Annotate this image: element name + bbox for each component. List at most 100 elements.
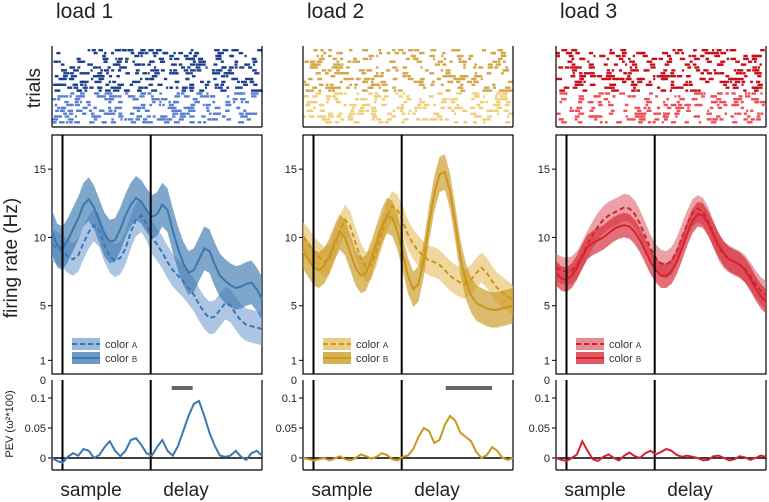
spike-tick <box>757 69 760 72</box>
spike-tick <box>497 112 500 115</box>
spike-tick <box>629 60 635 63</box>
spike-tick <box>392 86 396 89</box>
spike-tick <box>353 112 356 115</box>
spike-tick <box>62 69 65 72</box>
spike-tick <box>127 118 134 121</box>
spike-tick <box>396 106 401 110</box>
spike-tick <box>99 75 105 78</box>
rate-tick-label: 1 <box>291 355 297 367</box>
spike-tick <box>231 49 236 52</box>
spike-tick <box>571 57 575 61</box>
spike-tick <box>698 121 702 124</box>
spike-tick <box>101 121 107 124</box>
spike-tick <box>368 92 372 95</box>
spike-tick <box>334 63 340 66</box>
spike-tick <box>431 118 437 121</box>
spike-tick <box>214 106 221 110</box>
spike-tick <box>231 77 235 81</box>
spike-tick <box>96 75 101 78</box>
spike-tick <box>583 72 590 75</box>
spike-tick <box>151 98 155 101</box>
spike-tick <box>460 89 466 92</box>
spike-tick <box>252 60 256 63</box>
rate-tick-label: 5 <box>544 301 550 313</box>
spike-tick <box>711 95 716 98</box>
spike-tick <box>710 121 717 124</box>
spike-tick <box>158 118 165 121</box>
spike-tick <box>623 109 628 112</box>
spike-tick <box>444 118 449 121</box>
spike-tick <box>505 121 511 124</box>
spike-tick <box>406 98 412 101</box>
spike-tick <box>636 89 640 92</box>
spike-tick <box>637 109 642 112</box>
spike-tick <box>417 103 422 107</box>
spike-tick <box>343 77 350 81</box>
spike-tick <box>447 75 450 78</box>
spike-tick <box>75 95 82 98</box>
spike-tick <box>239 92 246 95</box>
spike-tick <box>738 95 743 98</box>
spike-tick <box>579 57 585 61</box>
spike-tick <box>159 92 163 95</box>
spike-tick <box>634 112 639 115</box>
spike-tick <box>363 77 370 81</box>
spike-tick <box>589 109 594 112</box>
rate-tick-label: 15 <box>34 164 46 176</box>
spike-tick <box>695 69 701 72</box>
spike-tick <box>251 95 257 98</box>
spike-tick <box>431 80 435 84</box>
spike-tick <box>723 103 728 107</box>
pev-row-label: PEV (ω²*100) <box>4 390 16 457</box>
spike-tick <box>234 66 238 69</box>
spike-tick <box>474 72 478 75</box>
spike-tick <box>449 75 455 78</box>
spike-tick <box>239 86 243 89</box>
spike-tick <box>325 95 329 98</box>
spike-tick <box>181 112 184 115</box>
spike-tick <box>147 72 150 75</box>
spike-tick <box>691 54 697 58</box>
spike-tick <box>368 54 375 58</box>
spike-tick <box>712 118 718 121</box>
spike-tick <box>578 100 583 104</box>
spike-tick <box>644 69 650 72</box>
spike-tick <box>685 80 688 84</box>
spike-tick <box>74 100 79 104</box>
pev-trace <box>555 438 767 463</box>
spike-tick <box>429 72 435 75</box>
spike-tick <box>741 80 745 84</box>
spike-tick <box>197 57 204 61</box>
spike-tick <box>504 103 510 107</box>
spike-tick <box>374 92 379 95</box>
spike-tick <box>198 60 204 63</box>
spike-tick <box>419 100 425 104</box>
spike-tick <box>212 100 216 104</box>
spike-tick <box>662 115 665 118</box>
spike-tick <box>55 109 58 112</box>
spike-tick <box>176 92 181 95</box>
spike-tick <box>651 57 658 61</box>
spike-tick <box>328 112 333 115</box>
spike-tick <box>392 77 396 81</box>
spike-tick <box>447 106 452 110</box>
spike-tick <box>695 92 699 95</box>
spike-tick <box>173 121 180 124</box>
spike-tick <box>320 54 324 58</box>
rate-tick-label: 15 <box>285 164 297 176</box>
spike-tick <box>458 60 463 63</box>
band-color-a <box>303 191 513 316</box>
spike-tick <box>226 95 230 98</box>
spike-tick <box>58 77 63 81</box>
spike-tick <box>619 69 622 72</box>
spike-tick <box>471 98 475 101</box>
spike-tick <box>638 51 644 55</box>
spike-tick <box>636 115 642 118</box>
spike-tick <box>232 98 238 101</box>
spike-tick <box>98 49 103 52</box>
spike-tick <box>57 83 61 86</box>
spike-tick <box>97 80 102 84</box>
spike-tick <box>225 100 231 104</box>
spike-tick <box>646 60 653 63</box>
